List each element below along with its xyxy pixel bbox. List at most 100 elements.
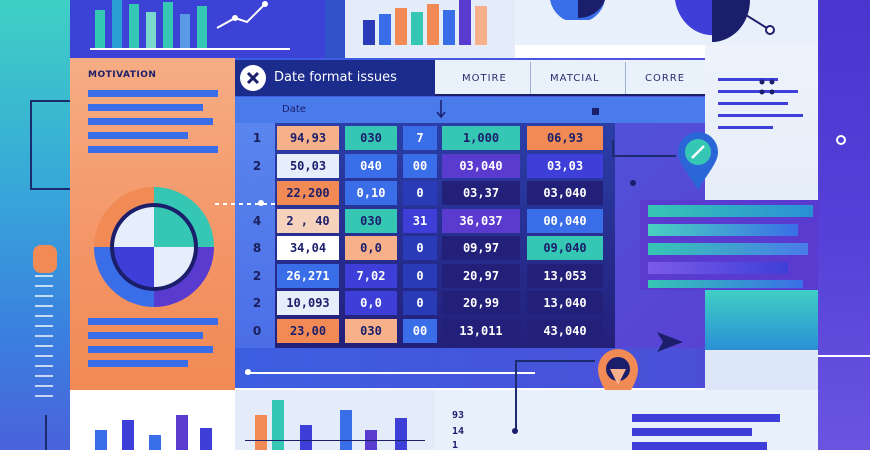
table-cell[interactable]: 030 [345, 318, 397, 343]
tab-motire[interactable]: MOTIRE [462, 73, 507, 84]
sort-arrow-icon[interactable] [436, 100, 446, 120]
right-bar-4 [648, 262, 788, 274]
table-cell[interactable]: 040 [345, 153, 397, 178]
table-cell[interactable]: 0,0 [345, 236, 397, 260]
table-cell[interactable]: 0 [403, 291, 437, 315]
panel-line-2 [88, 104, 203, 111]
connector-left-3 [30, 188, 70, 190]
row-number: 1 [252, 131, 262, 145]
table-cell[interactable]: 03,37 [442, 181, 520, 205]
table-cell[interactable]: 10,093 [277, 291, 339, 315]
table-rownum-column [235, 123, 275, 348]
table-cell[interactable]: 00 [403, 318, 437, 343]
top-bar-2 [112, 0, 122, 48]
bottom-bar-5 [200, 428, 212, 450]
right-bar-1 [648, 205, 813, 217]
table-cell[interactable]: 13,040 [527, 291, 603, 315]
table-cell[interactable]: 03,040 [442, 153, 520, 178]
right-bar-2 [648, 224, 798, 236]
tab-divider-2 [625, 62, 626, 94]
table-cell[interactable]: 20,97 [442, 263, 520, 288]
table-cell[interactable]: 13,053 [527, 263, 603, 288]
table-cell[interactable]: 0 [403, 181, 437, 205]
bottom-bar-2 [122, 420, 134, 450]
top-bar-5 [163, 2, 173, 48]
table-cell[interactable]: 030 [345, 208, 397, 233]
table-cell[interactable]: 03,03 [527, 153, 603, 178]
top-bar-7 [197, 6, 207, 48]
top-mid-bar-chart [363, 0, 487, 45]
table-cell[interactable]: 43,040 [527, 318, 603, 343]
table-cell[interactable]: 2 , 40 [277, 208, 339, 233]
slider-handle[interactable] [33, 245, 57, 273]
table-cell[interactable]: 22,200 [277, 181, 339, 205]
right-teal-block [705, 290, 818, 350]
connector-left-1 [30, 100, 32, 190]
bottom-right-bar-2 [632, 428, 752, 436]
table-cell[interactable]: 0 [403, 236, 437, 260]
table-cell[interactable]: 94,93 [277, 126, 339, 150]
close-button[interactable] [240, 65, 266, 91]
bottom-bar-4 [176, 415, 188, 450]
bottom-number-1: 93 [452, 410, 465, 421]
bottom-mid-bar-3 [300, 425, 312, 450]
panel-line-7 [88, 332, 203, 339]
panel-line-8 [88, 346, 213, 353]
tab-matcial[interactable]: MATCIAL [550, 73, 600, 84]
table-cell[interactable]: 34,04 [277, 236, 339, 260]
right-gradient-strip [818, 0, 870, 450]
bottom-mid-bar-6 [395, 418, 407, 450]
top-mid-blue-panel [325, 0, 345, 58]
right-bar-5 [648, 280, 803, 288]
footer-line [245, 372, 535, 374]
table-cell[interactable]: 1,000 [442, 126, 520, 150]
table-cell[interactable]: 09,040 [527, 236, 603, 260]
row-number: 8 [252, 241, 262, 255]
table-cell[interactable]: 06,93 [527, 126, 603, 150]
bottom-number-3: 1 [452, 440, 459, 450]
bottom-right-bar-1 [632, 414, 780, 422]
panel-line-9 [88, 360, 188, 367]
table-cell[interactable]: 7,02 [345, 263, 397, 288]
table-cell[interactable]: 03,040 [527, 181, 603, 205]
table-cell[interactable]: 23,00 [277, 318, 339, 343]
top-bar-1 [95, 10, 105, 48]
right-bar-3 [648, 243, 808, 255]
table-cell[interactable]: 26,271 [277, 263, 339, 288]
top-bar-6 [180, 14, 190, 48]
table-cell[interactable]: 030 [345, 126, 397, 150]
arrow-right-icon [657, 332, 683, 352]
x-icon [246, 71, 260, 85]
tab-corre[interactable]: CORRE [645, 73, 686, 84]
bottom-number-2: 14 [452, 426, 465, 437]
bottom-mid-bar-4 [340, 410, 352, 450]
table-cell[interactable]: 00 [403, 153, 437, 178]
table-cell[interactable]: 20,99 [442, 291, 520, 315]
bottom-bar-1 [95, 430, 107, 450]
subheader-row [235, 97, 705, 123]
map-pin-orange-icon [598, 349, 638, 413]
panel-line-5 [88, 146, 218, 153]
grid-dots-icon[interactable] [758, 78, 778, 98]
table-cell[interactable]: 13,011 [442, 318, 520, 343]
table-cell[interactable]: 7 [403, 126, 437, 150]
pin-connector-v [612, 140, 614, 157]
table-cell[interactable]: 09,97 [442, 236, 520, 260]
subheader-square-icon [592, 108, 599, 115]
table-cell[interactable]: 0 [403, 263, 437, 288]
slider-track [35, 275, 53, 405]
table-cell[interactable]: 36,037 [442, 208, 520, 233]
bottom-mid-bar-2 [272, 400, 284, 450]
table-cell[interactable]: 0,0 [345, 291, 397, 315]
panel-title: MOTIVATION [88, 70, 157, 80]
table-cell[interactable]: 00,040 [527, 208, 603, 233]
bottom-mid-grid [245, 440, 425, 441]
subheader-label: Date [282, 104, 306, 115]
table-cell[interactable]: 50,03 [277, 153, 339, 178]
table-cell[interactable]: 0,10 [345, 181, 397, 205]
connector-left-4 [45, 415, 47, 450]
table-cell[interactable]: 31 [403, 208, 437, 233]
top-bar-3 [129, 4, 139, 48]
large-pie-icon [675, 0, 775, 42]
row-number [240, 181, 274, 205]
